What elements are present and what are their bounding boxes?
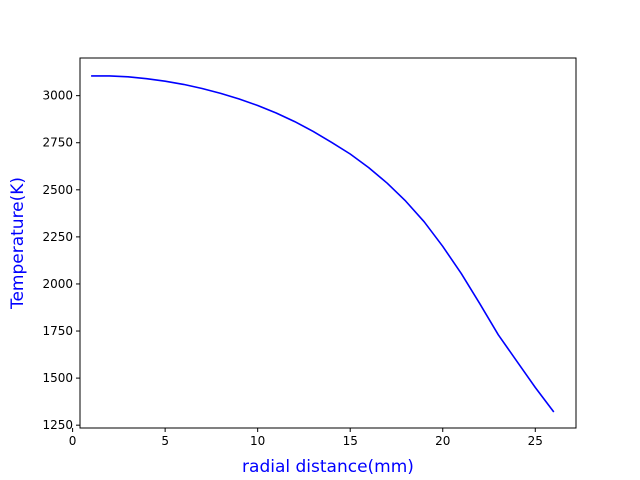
- y-tick-label: 3000: [42, 89, 73, 103]
- y-axis-ticks: 1250 1500 1750 2000 2250 2500 2750 3000: [42, 89, 80, 432]
- x-tick-label: 0: [69, 434, 77, 448]
- x-tick-label: 15: [343, 434, 358, 448]
- x-axis-ticks: 0 5 10 15 20 25: [69, 428, 543, 448]
- y-tick-label: 1250: [42, 418, 73, 432]
- plot-frame: [79, 57, 577, 429]
- y-tick-label: 1750: [42, 324, 73, 338]
- y-tick-label: 2250: [42, 230, 73, 244]
- y-tick-label: 2000: [42, 277, 73, 291]
- x-tick-label: 10: [250, 434, 265, 448]
- x-tick-label: 25: [528, 434, 543, 448]
- x-axis-label: radial distance(mm): [242, 457, 414, 477]
- x-tick-label: 5: [161, 434, 169, 448]
- x-tick-label: 20: [435, 434, 450, 448]
- y-tick-label: 1500: [42, 371, 73, 385]
- plot-layer: [91, 75, 555, 413]
- y-tick-label: 2500: [42, 183, 73, 197]
- series-line: [91, 75, 555, 413]
- y-axis-label: Temperature(K): [8, 177, 28, 310]
- y-tick-label: 2750: [42, 136, 73, 150]
